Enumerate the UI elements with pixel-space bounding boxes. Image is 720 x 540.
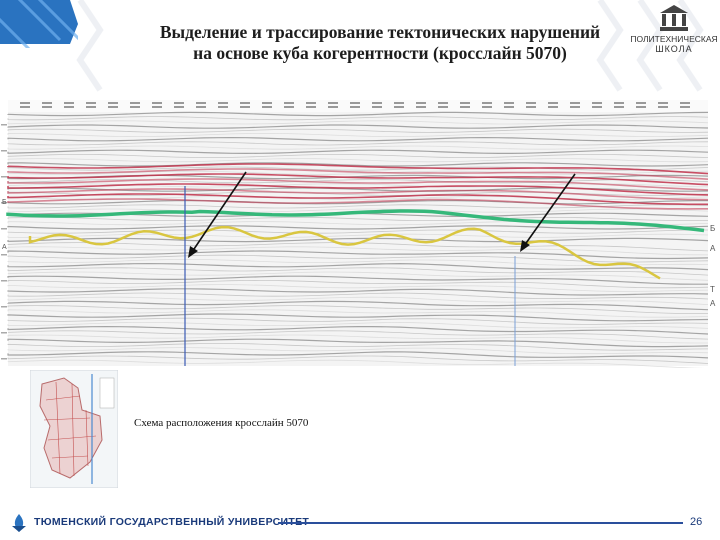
fault-arrow-right <box>520 173 576 252</box>
horizon-label-right-b: Б <box>710 224 715 233</box>
institution-columns-icon <box>660 5 688 31</box>
horizon-green <box>6 209 705 233</box>
location-map-thumbnail <box>29 369 119 489</box>
horizon-label-right-t: Т <box>710 285 715 294</box>
footer-divider <box>278 522 683 524</box>
horizon-label-left-a: А <box>2 244 7 251</box>
map-caption: Схема расположения кросслайн 5070 <box>134 417 309 429</box>
page-number: 26 <box>690 516 703 528</box>
slide-title: Выделение и трассирование тектонических … <box>110 22 650 64</box>
footer <box>0 508 720 540</box>
horizon-label-left-b: Б <box>2 199 7 206</box>
fault-arrow-left <box>188 171 247 258</box>
horizon-yellow <box>28 225 661 280</box>
horizon-label-right-a: А <box>710 244 716 253</box>
horizon-label-right-a2: А <box>710 299 716 308</box>
seismic-crossline-image: Б А Б А Т А <box>0 96 720 369</box>
school-logo: ПОЛИТЕХНИЧЕСКАЯ ШКОЛА <box>630 4 718 60</box>
university-name: ТЮМЕНСКИЙ ГОСУДАРСТВЕННЫЙ УНИВЕРСИТЕТ <box>34 516 310 528</box>
logo-line-2: ШКОЛА <box>655 44 693 54</box>
title-line-2: на основе куба когерентности (кросслайн … <box>193 43 567 63</box>
logo-line-1: ПОЛИТЕХНИЧЕСКАЯ <box>630 34 718 44</box>
university-logo-icon <box>12 514 26 532</box>
corner-decoration <box>0 0 78 48</box>
title-line-1: Выделение и трассирование тектонических … <box>159 22 601 42</box>
